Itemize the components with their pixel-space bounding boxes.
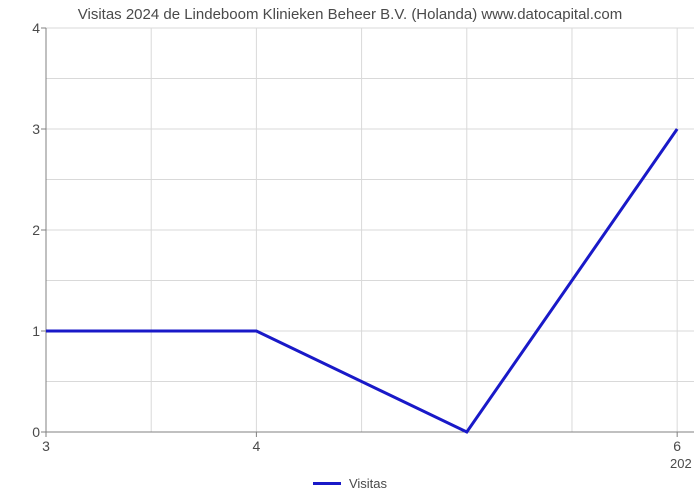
legend-swatch bbox=[313, 482, 341, 485]
plot-area bbox=[46, 28, 694, 432]
y-tick-label: 0 bbox=[10, 424, 40, 440]
y-tick-label: 4 bbox=[10, 20, 40, 36]
x-tick-label: 3 bbox=[42, 438, 50, 454]
legend-label: Visitas bbox=[349, 476, 387, 491]
legend: Visitas bbox=[0, 472, 700, 491]
legend-item: Visitas bbox=[313, 476, 387, 491]
x-tick-label: 6 bbox=[673, 438, 681, 454]
y-tick-label: 2 bbox=[10, 222, 40, 238]
chart-svg bbox=[46, 28, 694, 432]
chart-title: Visitas 2024 de Lindeboom Klinieken Behe… bbox=[0, 6, 700, 23]
y-tick-label: 1 bbox=[10, 323, 40, 339]
x-sub-label: 202 bbox=[670, 456, 692, 471]
y-tick-label: 3 bbox=[10, 121, 40, 137]
x-tick-label: 4 bbox=[252, 438, 260, 454]
chart-container: Visitas 2024 de Lindeboom Klinieken Behe… bbox=[0, 0, 700, 500]
